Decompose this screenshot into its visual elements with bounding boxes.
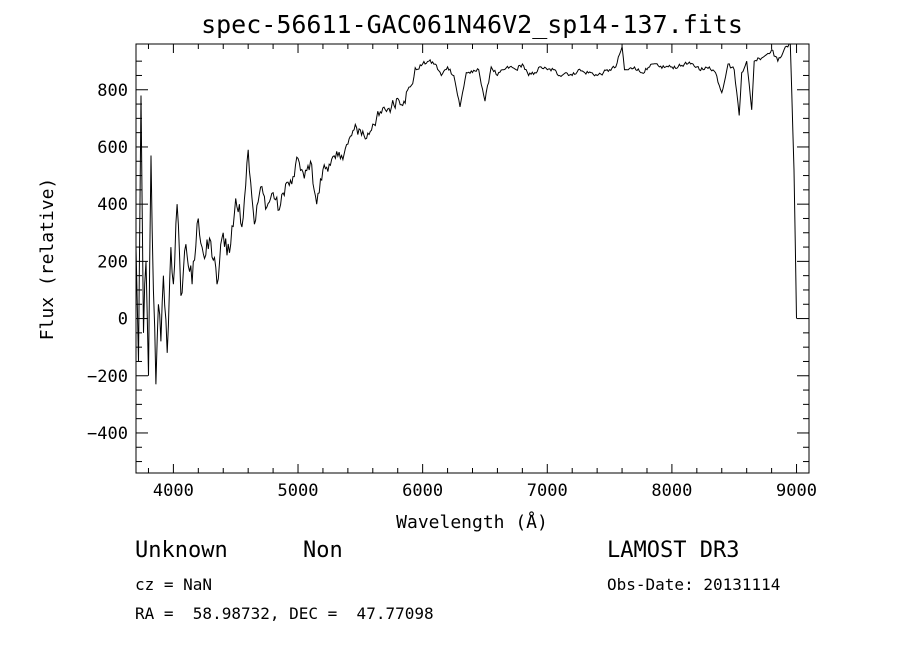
object-subclass: Non bbox=[303, 538, 343, 563]
x-axis-label: Wavelength (Å) bbox=[396, 511, 548, 533]
y-tick-label: 0 bbox=[118, 310, 128, 330]
y-tick-label: 600 bbox=[97, 138, 128, 158]
redshift-cz: cz = NaN bbox=[135, 575, 213, 594]
spectrum-line bbox=[135, 43, 797, 385]
axis-ticks bbox=[136, 44, 809, 473]
chart-title: spec-56611-GAC061N46V2_sp14-137.fits bbox=[201, 10, 743, 39]
y-tick-label: −200 bbox=[87, 367, 128, 387]
y-tick-labels: −400 −200 0 200 400 600 800 bbox=[87, 81, 128, 444]
x-tick-label: 6000 bbox=[402, 481, 443, 501]
ra-dec-coordinates: RA = 58.98732, DEC = 47.77098 bbox=[135, 604, 434, 623]
y-tick-label: 800 bbox=[97, 81, 128, 101]
survey-name: LAMOST DR3 bbox=[607, 538, 740, 563]
object-class: Unknown bbox=[135, 538, 228, 563]
x-tick-label: 7000 bbox=[527, 481, 568, 501]
x-tick-label: 4000 bbox=[153, 481, 194, 501]
plot-frame bbox=[135, 43, 810, 474]
x-tick-label: 8000 bbox=[651, 481, 692, 501]
x-tick-label: 5000 bbox=[278, 481, 319, 501]
y-axis-label: Flux (relative) bbox=[37, 178, 58, 341]
x-tick-labels: 4000 5000 6000 7000 8000 9000 bbox=[153, 481, 817, 501]
x-tick-label: 9000 bbox=[776, 481, 817, 501]
observation-date: Obs-Date: 20131114 bbox=[607, 575, 781, 594]
y-tick-label: 400 bbox=[97, 195, 128, 215]
y-tick-label: 200 bbox=[97, 252, 128, 272]
y-tick-label: −400 bbox=[87, 424, 128, 444]
